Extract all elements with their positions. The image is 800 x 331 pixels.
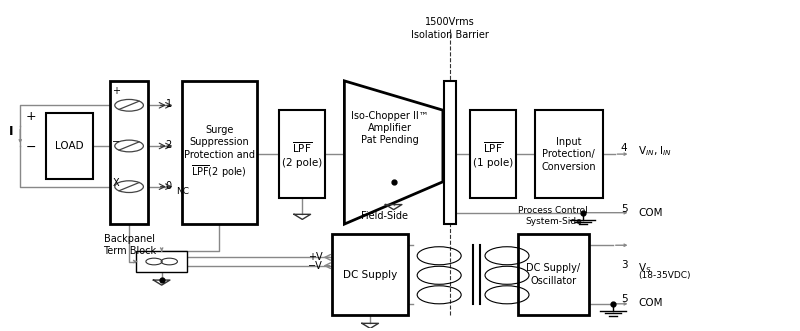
Text: −V: −V	[308, 261, 323, 271]
Text: (18-35VDC): (18-35VDC)	[638, 271, 691, 280]
Text: COM: COM	[638, 208, 663, 218]
Bar	[470, 110, 516, 198]
Text: +: +	[26, 110, 36, 123]
Text: V$_S$: V$_S$	[638, 261, 652, 275]
Text: 1: 1	[166, 99, 172, 109]
Text: Backpanel
Term Block: Backpanel Term Block	[102, 234, 156, 256]
Text: Iso-Chopper II™
Amplifier
Pat Pending: Iso-Chopper II™ Amplifier Pat Pending	[351, 111, 429, 145]
Bar	[333, 234, 408, 315]
Text: LOAD: LOAD	[55, 141, 84, 151]
Text: Surge
Suppression
Protection and
$\overline{\mathrm{LPF}}$(2 pole): Surge Suppression Protection and $\overl…	[184, 125, 254, 180]
Text: Process Control
System-Side: Process Control System-Side	[518, 206, 588, 226]
Bar	[110, 81, 148, 224]
Text: −: −	[26, 141, 36, 154]
Text: X: X	[113, 178, 120, 188]
Text: 1500Vrms
Isolation Barrier: 1500Vrms Isolation Barrier	[411, 18, 489, 40]
Text: I: I	[9, 125, 13, 138]
Text: COM: COM	[638, 298, 663, 308]
Text: 5: 5	[621, 294, 627, 304]
Bar	[279, 110, 326, 198]
Text: 0: 0	[166, 181, 172, 191]
Text: V$_{IN}$, I$_{IN}$: V$_{IN}$, I$_{IN}$	[638, 144, 673, 158]
Text: $\overline{\mathrm{LPF}}$
(1 pole): $\overline{\mathrm{LPF}}$ (1 pole)	[473, 140, 513, 168]
Bar	[46, 114, 93, 178]
Text: DC Supply/
Oscillator: DC Supply/ Oscillator	[526, 263, 580, 286]
Text: 2: 2	[166, 140, 172, 150]
Text: Input
Protection/
Conversion: Input Protection/ Conversion	[542, 137, 596, 171]
Polygon shape	[344, 81, 443, 224]
Text: NC: NC	[176, 187, 189, 196]
Text: +: +	[112, 86, 120, 96]
Text: $\overline{\mathrm{LPF}}$
(2 pole): $\overline{\mathrm{LPF}}$ (2 pole)	[282, 140, 322, 168]
Text: DC Supply: DC Supply	[343, 269, 398, 279]
Text: Field-Side: Field-Side	[361, 211, 408, 221]
Text: 5: 5	[621, 205, 627, 214]
Text: +V: +V	[308, 252, 323, 262]
Bar	[535, 110, 602, 198]
Bar	[136, 251, 187, 272]
Bar	[444, 81, 457, 224]
Text: 4: 4	[621, 143, 627, 153]
Bar	[182, 81, 257, 224]
Bar	[518, 234, 589, 315]
Text: −: −	[112, 137, 121, 147]
Text: 3: 3	[621, 260, 627, 270]
